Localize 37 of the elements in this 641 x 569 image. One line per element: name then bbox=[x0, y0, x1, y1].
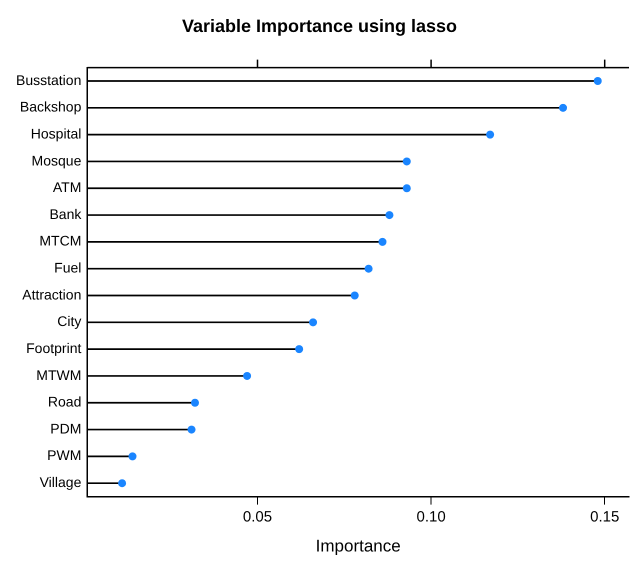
y-tick-label: Village bbox=[40, 474, 82, 490]
y-tick-label: Busstation bbox=[16, 72, 82, 88]
y-tick-label: MTWM bbox=[36, 366, 82, 383]
y-tick-label: Attraction bbox=[22, 286, 82, 302]
point bbox=[364, 264, 373, 273]
point bbox=[559, 104, 568, 112]
point bbox=[243, 372, 252, 380]
point bbox=[486, 130, 494, 139]
y-tick-label: Bank bbox=[49, 206, 82, 222]
point bbox=[594, 77, 602, 86]
y-tick-label: Mosque bbox=[32, 152, 82, 168]
point bbox=[385, 211, 394, 220]
point bbox=[350, 292, 359, 300]
y-tick-label: Footprint bbox=[26, 340, 82, 356]
point bbox=[295, 345, 304, 354]
point bbox=[309, 318, 318, 326]
point bbox=[378, 238, 386, 246]
y-tick-label: Fuel bbox=[54, 260, 82, 276]
y-tick-label: PWM bbox=[47, 447, 82, 464]
point bbox=[191, 398, 200, 407]
point bbox=[402, 157, 411, 166]
x-tick-label: 0.05 bbox=[242, 508, 272, 526]
y-tick-label: Road bbox=[48, 394, 82, 410]
x-axis-title: Importance bbox=[316, 536, 401, 556]
y-tick-label: MTCM bbox=[39, 232, 82, 249]
y-tick-label: Backshop bbox=[20, 98, 82, 115]
x-tick-label: 0.10 bbox=[416, 508, 446, 526]
x-tick-label: 0.15 bbox=[590, 508, 620, 526]
y-tick-label: Hospital bbox=[30, 125, 82, 142]
y-tick-label: City bbox=[57, 313, 82, 330]
point bbox=[118, 479, 126, 488]
point bbox=[128, 452, 137, 460]
point bbox=[402, 184, 411, 192]
y-tick-label: ATM bbox=[52, 179, 82, 196]
chart-title: Variable Importance using lasso bbox=[182, 16, 458, 36]
point bbox=[188, 426, 196, 434]
y-tick-label: PDM bbox=[50, 420, 82, 436]
